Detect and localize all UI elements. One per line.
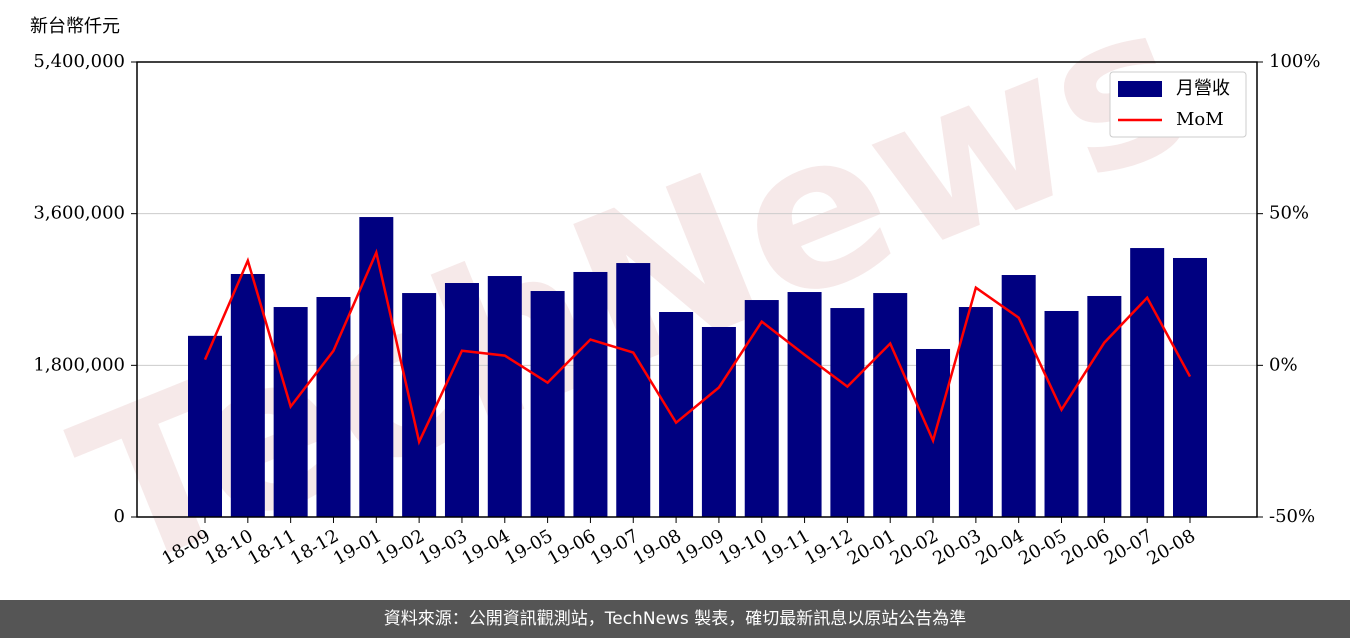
plot-frame: [136, 61, 1258, 518]
bar: [873, 293, 908, 517]
x-tick-label: 20-05: [1015, 525, 1070, 569]
bar: [530, 291, 565, 517]
x-tick-label: 19-08: [630, 525, 685, 569]
x-tick-label: 19-10: [715, 525, 770, 569]
y-tick-label: 5,400,000: [33, 51, 125, 72]
x-tick-label: 19-05: [501, 525, 556, 569]
x-tick-label: 20-03: [929, 525, 984, 569]
x-tick-label: 19-03: [416, 525, 471, 569]
bar: [1087, 295, 1122, 517]
x-tick-label: 20-07: [1101, 525, 1156, 569]
x-tick-label: 20-08: [1144, 525, 1199, 569]
bar: [230, 273, 265, 517]
bar: [444, 283, 479, 517]
bar: [616, 263, 651, 517]
bar: [958, 307, 993, 517]
y2-tick-label: 0%: [1269, 354, 1298, 375]
y-tick-label: 0: [114, 506, 125, 527]
bar: [359, 217, 394, 517]
x-tick-label: 19-04: [458, 525, 513, 569]
x-tick-label: 20-02: [887, 525, 942, 569]
x-tick-label: 20-01: [844, 525, 899, 569]
bar: [273, 307, 308, 517]
bar: [1173, 257, 1207, 517]
x-tick-label: 19-02: [373, 525, 428, 569]
bar: [830, 308, 865, 517]
bar: [402, 293, 437, 517]
y2-tick-label: 100%: [1269, 51, 1320, 72]
y2-tick-label: 50%: [1269, 203, 1309, 224]
x-tick-label: 19-06: [544, 525, 599, 569]
legend-swatch: [1118, 81, 1162, 97]
bar: [744, 300, 779, 517]
x-tick-label: 20-06: [1058, 525, 1113, 569]
x-tick-label: 19-11: [758, 525, 813, 569]
x-tick-label: 19-09: [672, 525, 727, 569]
y-tick-label: 3,600,000: [33, 203, 125, 224]
bar: [701, 326, 736, 517]
bar: [1130, 248, 1165, 518]
x-tick-label: 19-12: [801, 525, 856, 569]
x-tick-label: 19-07: [587, 525, 642, 569]
mom-line: [203, 248, 1192, 446]
legend-label: 月營收: [1176, 78, 1230, 99]
legend-label: MoM: [1176, 109, 1224, 130]
y-tick-label: 1,800,000: [33, 354, 125, 375]
y-axis-label: 新台幣仟元: [30, 16, 120, 37]
y2-tick-label: -50%: [1269, 506, 1315, 527]
bar: [1001, 275, 1036, 517]
bar: [573, 271, 608, 517]
bar: [188, 335, 222, 517]
bar: [916, 348, 951, 517]
bar: [787, 292, 822, 517]
footer-bar: [0, 600, 1350, 638]
bar: [487, 276, 522, 517]
bar: [316, 296, 351, 517]
bar: [1044, 310, 1079, 517]
x-tick-label: 20-04: [972, 525, 1027, 569]
footer-text: 資料來源：公開資訊觀測站，TechNews 製表，確切最新訊息以原站公告為準: [384, 609, 966, 629]
